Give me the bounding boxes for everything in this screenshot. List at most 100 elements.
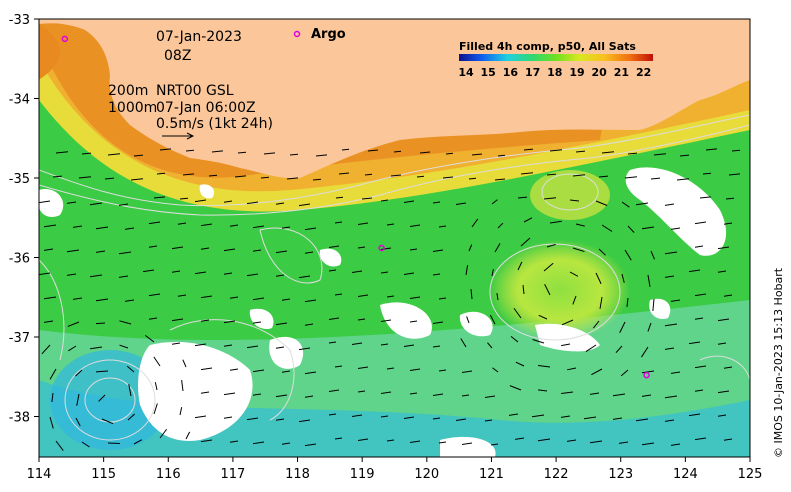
current-arrow bbox=[246, 201, 259, 205]
current-arrow bbox=[670, 371, 681, 374]
current-arrow bbox=[41, 344, 51, 355]
current-arrow bbox=[694, 389, 704, 392]
x-tick-label: 119 bbox=[350, 467, 375, 482]
current-arrow bbox=[438, 297, 447, 300]
current-arrow bbox=[159, 148, 172, 151]
x-tick-label: 123 bbox=[608, 467, 633, 482]
current-arrow bbox=[403, 344, 415, 347]
current-arrow bbox=[118, 275, 129, 278]
colorbar-tick-label: 22 bbox=[636, 66, 651, 79]
current-arrow bbox=[95, 250, 106, 253]
current-arrow bbox=[229, 368, 239, 371]
current-arrow bbox=[119, 344, 129, 349]
current-arrow bbox=[572, 174, 586, 177]
current-arrow bbox=[275, 418, 285, 421]
current-arrow bbox=[409, 224, 421, 227]
current-arrow bbox=[723, 222, 733, 225]
current-arrow bbox=[334, 437, 343, 440]
current-arrow bbox=[445, 152, 454, 155]
current-arrow bbox=[380, 247, 392, 250]
current-arrow bbox=[194, 343, 207, 347]
current-arrow bbox=[101, 418, 114, 425]
cloud-gaps bbox=[39, 167, 727, 457]
current-arrow bbox=[127, 413, 136, 421]
current-arrow bbox=[51, 392, 54, 402]
colorbar-tick-label: 21 bbox=[614, 66, 629, 79]
product-label: NRT00 GSL bbox=[156, 83, 234, 99]
depth-200-label: 200m bbox=[108, 83, 148, 99]
current-arrow bbox=[118, 251, 132, 255]
current-arrow bbox=[723, 366, 733, 369]
current-arrow bbox=[491, 199, 498, 205]
current-arrow bbox=[380, 271, 389, 274]
current-arrow bbox=[508, 413, 519, 416]
current-arrow bbox=[275, 202, 285, 205]
x-tick-label: 114 bbox=[27, 467, 52, 482]
current-arrow bbox=[148, 221, 161, 225]
current-arrow bbox=[496, 293, 499, 301]
current-arrow bbox=[386, 367, 395, 370]
current-arrow bbox=[304, 299, 317, 303]
current-arrow bbox=[66, 249, 80, 253]
current-arrow bbox=[104, 177, 115, 180]
credit-label: © IMOS 10-Jan-2023 15:13 Hobart bbox=[772, 267, 785, 458]
current-arrow bbox=[432, 321, 444, 324]
current-arrow bbox=[598, 248, 606, 256]
current-arrow bbox=[328, 317, 340, 320]
current-arrow bbox=[154, 382, 158, 391]
current-arrow bbox=[509, 385, 522, 391]
current-arrow bbox=[599, 296, 603, 309]
current-arrow bbox=[275, 322, 288, 326]
current-arrow bbox=[275, 274, 285, 277]
current-arrow bbox=[252, 249, 262, 252]
current-arrow bbox=[39, 272, 51, 276]
current-arrow bbox=[380, 343, 389, 346]
current-arrow bbox=[620, 369, 629, 377]
current-arrow bbox=[416, 175, 425, 178]
current-arrow bbox=[90, 346, 103, 350]
current-arrow bbox=[144, 334, 155, 343]
colorbar-title: Filled 4h comp, p50, All Sats bbox=[459, 40, 636, 53]
current-arrow bbox=[95, 370, 109, 373]
x-tick-label: 124 bbox=[673, 467, 698, 482]
current-arrow bbox=[208, 174, 218, 177]
current-arrow bbox=[624, 249, 632, 261]
current-arrow bbox=[432, 273, 441, 276]
current-arrow bbox=[179, 407, 183, 416]
current-arrow bbox=[281, 226, 291, 229]
current-arrow bbox=[357, 438, 369, 441]
current-arrow bbox=[647, 322, 652, 332]
current-arrow bbox=[281, 298, 291, 301]
current-arrow bbox=[702, 172, 712, 175]
current-arrow bbox=[438, 369, 447, 372]
current-arrow bbox=[520, 237, 531, 247]
current-arrow bbox=[621, 273, 625, 283]
x-tick-label: 117 bbox=[220, 467, 245, 482]
current-arrow bbox=[181, 380, 184, 392]
current-arrow bbox=[124, 227, 135, 230]
current-arrow bbox=[612, 417, 623, 420]
current-arrow bbox=[615, 345, 623, 354]
current-arrow bbox=[583, 416, 597, 420]
current-arrow bbox=[403, 272, 415, 275]
current-arrow bbox=[489, 314, 496, 325]
current-arrow bbox=[487, 342, 493, 349]
current-arrow bbox=[357, 222, 369, 225]
current-arrow bbox=[575, 150, 586, 153]
colorbar-ticks: 14 15 16 17 18 19 20 21 22 bbox=[458, 66, 651, 79]
current-arrow bbox=[133, 439, 143, 445]
current-arrow bbox=[572, 295, 577, 305]
current-arrow bbox=[328, 341, 337, 344]
current-arrow bbox=[532, 339, 545, 344]
current-arrow bbox=[717, 246, 730, 250]
current-arrow bbox=[380, 319, 392, 322]
current-arrow bbox=[688, 341, 701, 345]
current-arrow bbox=[200, 247, 210, 250]
current-arrow bbox=[200, 319, 210, 322]
current-arrow bbox=[148, 293, 161, 297]
current-arrow bbox=[185, 431, 191, 440]
current-arrow bbox=[200, 223, 213, 227]
current-arrow bbox=[43, 224, 57, 228]
current-arrow bbox=[263, 152, 276, 155]
